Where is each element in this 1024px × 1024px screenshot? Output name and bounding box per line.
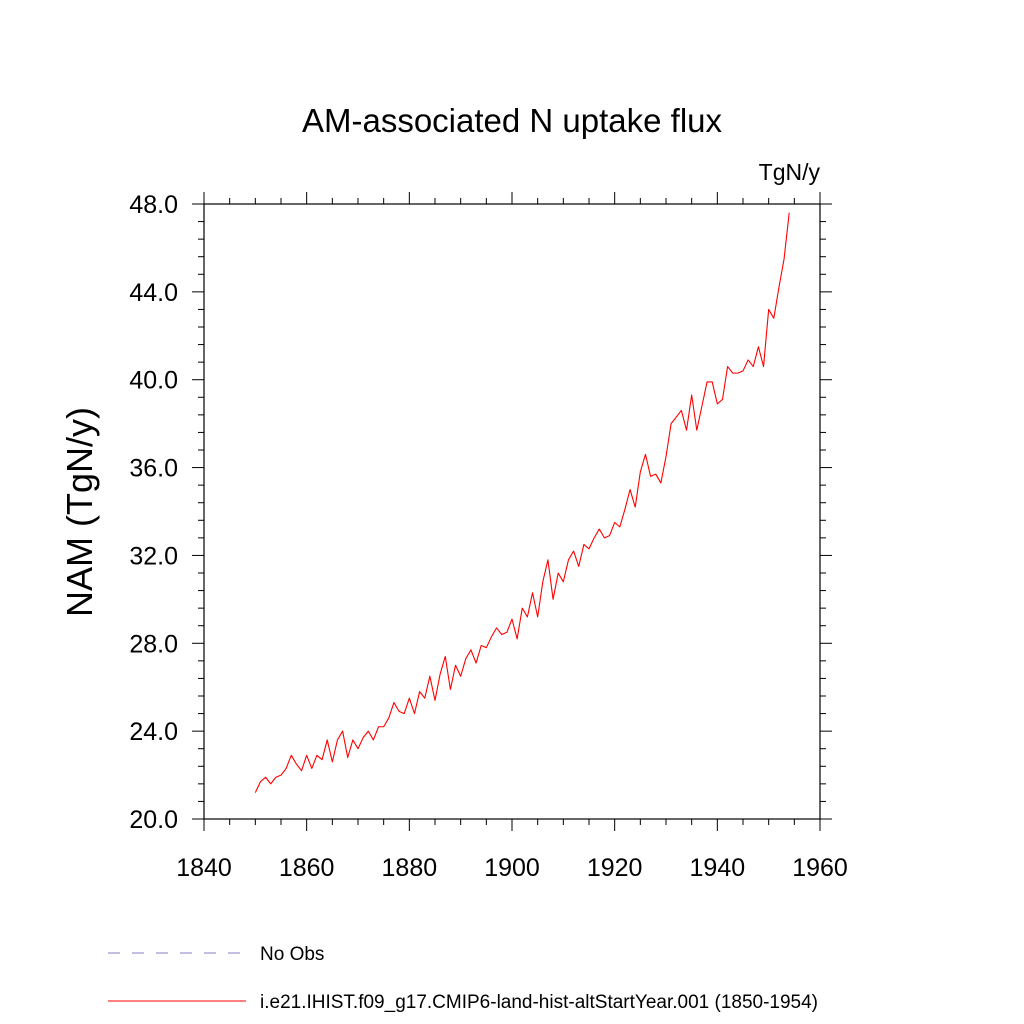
legend-label: i.e21.IHIST.f09_g17.CMIP6-land-hist-altS…: [260, 992, 818, 1013]
y-tick-label: 32.0: [129, 542, 178, 570]
y-tick-label: 24.0: [129, 718, 178, 746]
x-tick-label: 1920: [587, 854, 643, 882]
plot-lines: [254, 212, 790, 793]
x-tick-label: 1880: [382, 854, 438, 882]
plot-frame: [203, 203, 821, 820]
x-tick-label: 1960: [792, 854, 848, 882]
axis-tick-labels: 1840 1860 1880 1900 1920 1940 1960 20.0 24.0 28.0…: [129, 191, 847, 882]
y-tick-label: 48.0: [129, 191, 178, 219]
units-label: TgN/y: [759, 159, 821, 185]
y-tick-label: 36.0: [129, 455, 178, 483]
legend: No Obs i.e21.IHIST.f09_g17.CMIP6-land-his…: [108, 944, 818, 1013]
x-tick-label: 1860: [279, 854, 335, 882]
x-tick-label: 1840: [176, 854, 232, 882]
y-axis-label: NAM (TgN/y): [59, 407, 100, 617]
series-line: [254, 212, 790, 793]
y-tick-label: 40.0: [129, 367, 178, 395]
y-tick-label: 28.0: [129, 630, 178, 658]
axis-ticks: [192, 192, 832, 831]
y-tick-label: 20.0: [129, 806, 178, 834]
legend-label: No Obs: [260, 944, 324, 965]
x-tick-label: 1900: [484, 854, 540, 882]
x-tick-label: 1940: [690, 854, 746, 882]
plot-axes: [203, 203, 821, 820]
chart-title: AM-associated N uptake flux: [302, 102, 723, 139]
y-tick-label: 44.0: [129, 279, 178, 307]
